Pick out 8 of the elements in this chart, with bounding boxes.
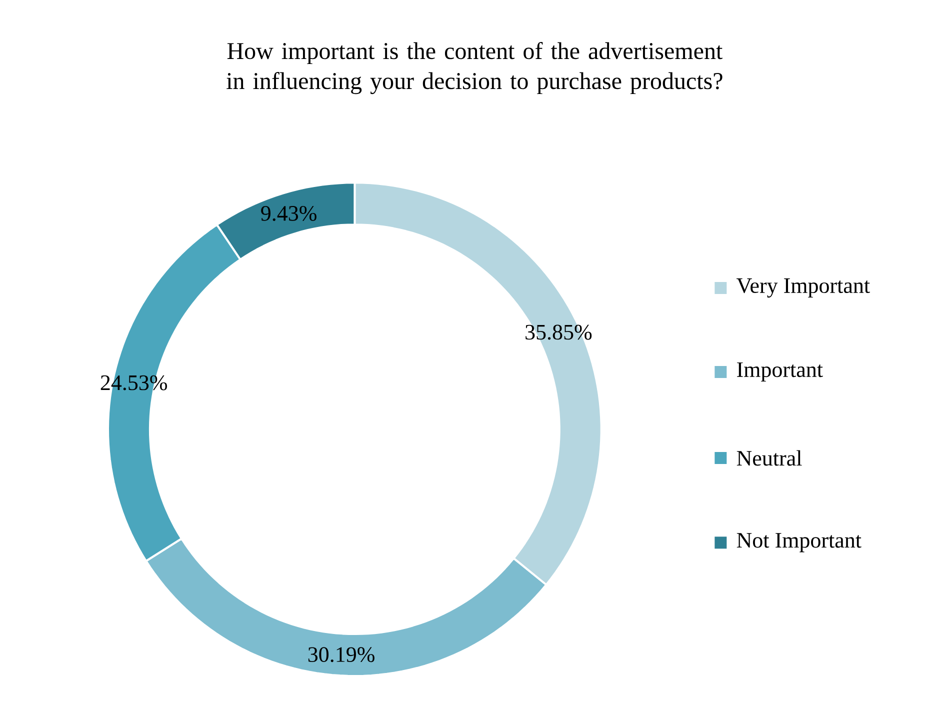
legend-label: Important [737, 362, 823, 382]
legend-label: Very Important [736, 278, 870, 298]
data-label: 9.43% [261, 206, 316, 221]
legend-label: Not Important [736, 533, 862, 552]
legend-label: Neutral [736, 450, 802, 466]
chart-title: How important is the content of the advertisement in influencing your decision to purchase products? [226, 42, 723, 94]
data-label: 35.85% [526, 324, 592, 340]
data-label: 30.19% [308, 647, 374, 662]
